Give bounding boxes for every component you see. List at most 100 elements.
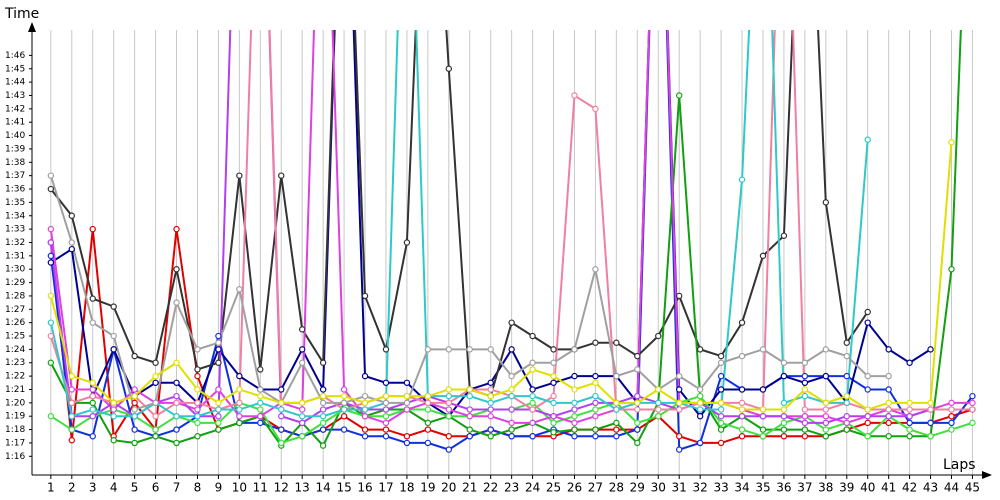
point	[592, 399, 599, 407]
point	[738, 176, 746, 183]
point	[885, 419, 892, 427]
point	[613, 372, 620, 380]
point	[592, 426, 599, 433]
point	[948, 399, 955, 407]
point	[89, 413, 96, 420]
point	[382, 392, 390, 400]
y-tick-label: 1:33	[5, 225, 25, 235]
point	[68, 239, 75, 246]
point	[236, 406, 243, 413]
point	[864, 319, 871, 326]
point	[361, 292, 369, 300]
point	[864, 386, 871, 393]
point	[738, 352, 746, 360]
point	[340, 413, 348, 420]
point	[529, 392, 536, 400]
point	[508, 319, 515, 326]
point	[780, 433, 788, 440]
point	[215, 406, 222, 413]
point	[613, 339, 620, 346]
x-tick-label: 37	[797, 481, 812, 495]
point	[194, 372, 201, 380]
point	[445, 65, 453, 72]
point	[613, 426, 620, 433]
x-tick-label: 36	[776, 481, 791, 495]
x-tick-label: 35	[755, 481, 770, 495]
x-tick-label: 11	[253, 481, 268, 495]
point	[215, 386, 222, 393]
point	[676, 399, 683, 407]
point	[927, 433, 934, 440]
y-tick-label: 1:28	[5, 291, 25, 301]
point	[110, 303, 117, 310]
point	[717, 439, 725, 447]
point	[843, 426, 850, 433]
point	[47, 259, 55, 266]
point	[89, 319, 96, 326]
point	[319, 413, 327, 420]
x-tick-label: 22	[483, 481, 498, 495]
point	[717, 426, 725, 433]
point	[424, 426, 432, 433]
point	[906, 419, 913, 427]
point	[340, 399, 348, 407]
point	[445, 433, 453, 440]
point	[969, 392, 976, 400]
point	[759, 346, 767, 353]
x-tick-label: 13	[295, 481, 310, 495]
point	[173, 266, 180, 273]
point	[969, 399, 976, 407]
point	[927, 346, 934, 353]
point	[487, 386, 494, 393]
point	[571, 386, 578, 393]
point	[885, 433, 892, 440]
point	[47, 185, 55, 193]
point	[592, 433, 599, 440]
point	[194, 346, 201, 353]
y-tick-label: 1:20	[5, 398, 25, 408]
point	[529, 332, 536, 340]
x-tick-label: 16	[357, 481, 372, 495]
point	[382, 413, 390, 420]
x-tick-label: 38	[818, 481, 833, 495]
point	[571, 419, 578, 427]
point	[194, 366, 201, 373]
point	[571, 413, 578, 420]
point	[571, 346, 578, 353]
point	[89, 392, 96, 400]
x-tick-label: 44	[944, 481, 959, 495]
point	[89, 399, 96, 407]
y-axis-title: Time	[4, 6, 39, 22]
point	[131, 399, 138, 407]
point	[592, 406, 599, 413]
point	[424, 419, 432, 427]
point	[676, 386, 683, 393]
y-tick-label: 1:34	[5, 211, 25, 221]
x-tick-label: 19	[420, 481, 435, 495]
point	[215, 359, 222, 366]
point	[152, 426, 159, 433]
x-tick-label: 31	[672, 481, 687, 495]
point	[801, 433, 809, 440]
point	[759, 252, 767, 260]
point	[885, 372, 892, 380]
point	[571, 426, 578, 433]
point	[696, 406, 704, 413]
point	[257, 406, 264, 413]
x-tick-label: 9	[215, 481, 223, 495]
point	[801, 419, 809, 427]
x-tick-label: 7	[173, 481, 181, 495]
point	[969, 406, 976, 413]
point	[717, 352, 725, 360]
point	[236, 399, 243, 407]
point	[634, 419, 641, 427]
point	[550, 372, 557, 380]
point	[948, 139, 955, 146]
point	[110, 437, 117, 444]
point	[550, 379, 557, 386]
point	[152, 399, 159, 407]
point	[487, 426, 494, 433]
point	[403, 406, 411, 413]
y-tick-label: 1:29	[5, 278, 25, 288]
